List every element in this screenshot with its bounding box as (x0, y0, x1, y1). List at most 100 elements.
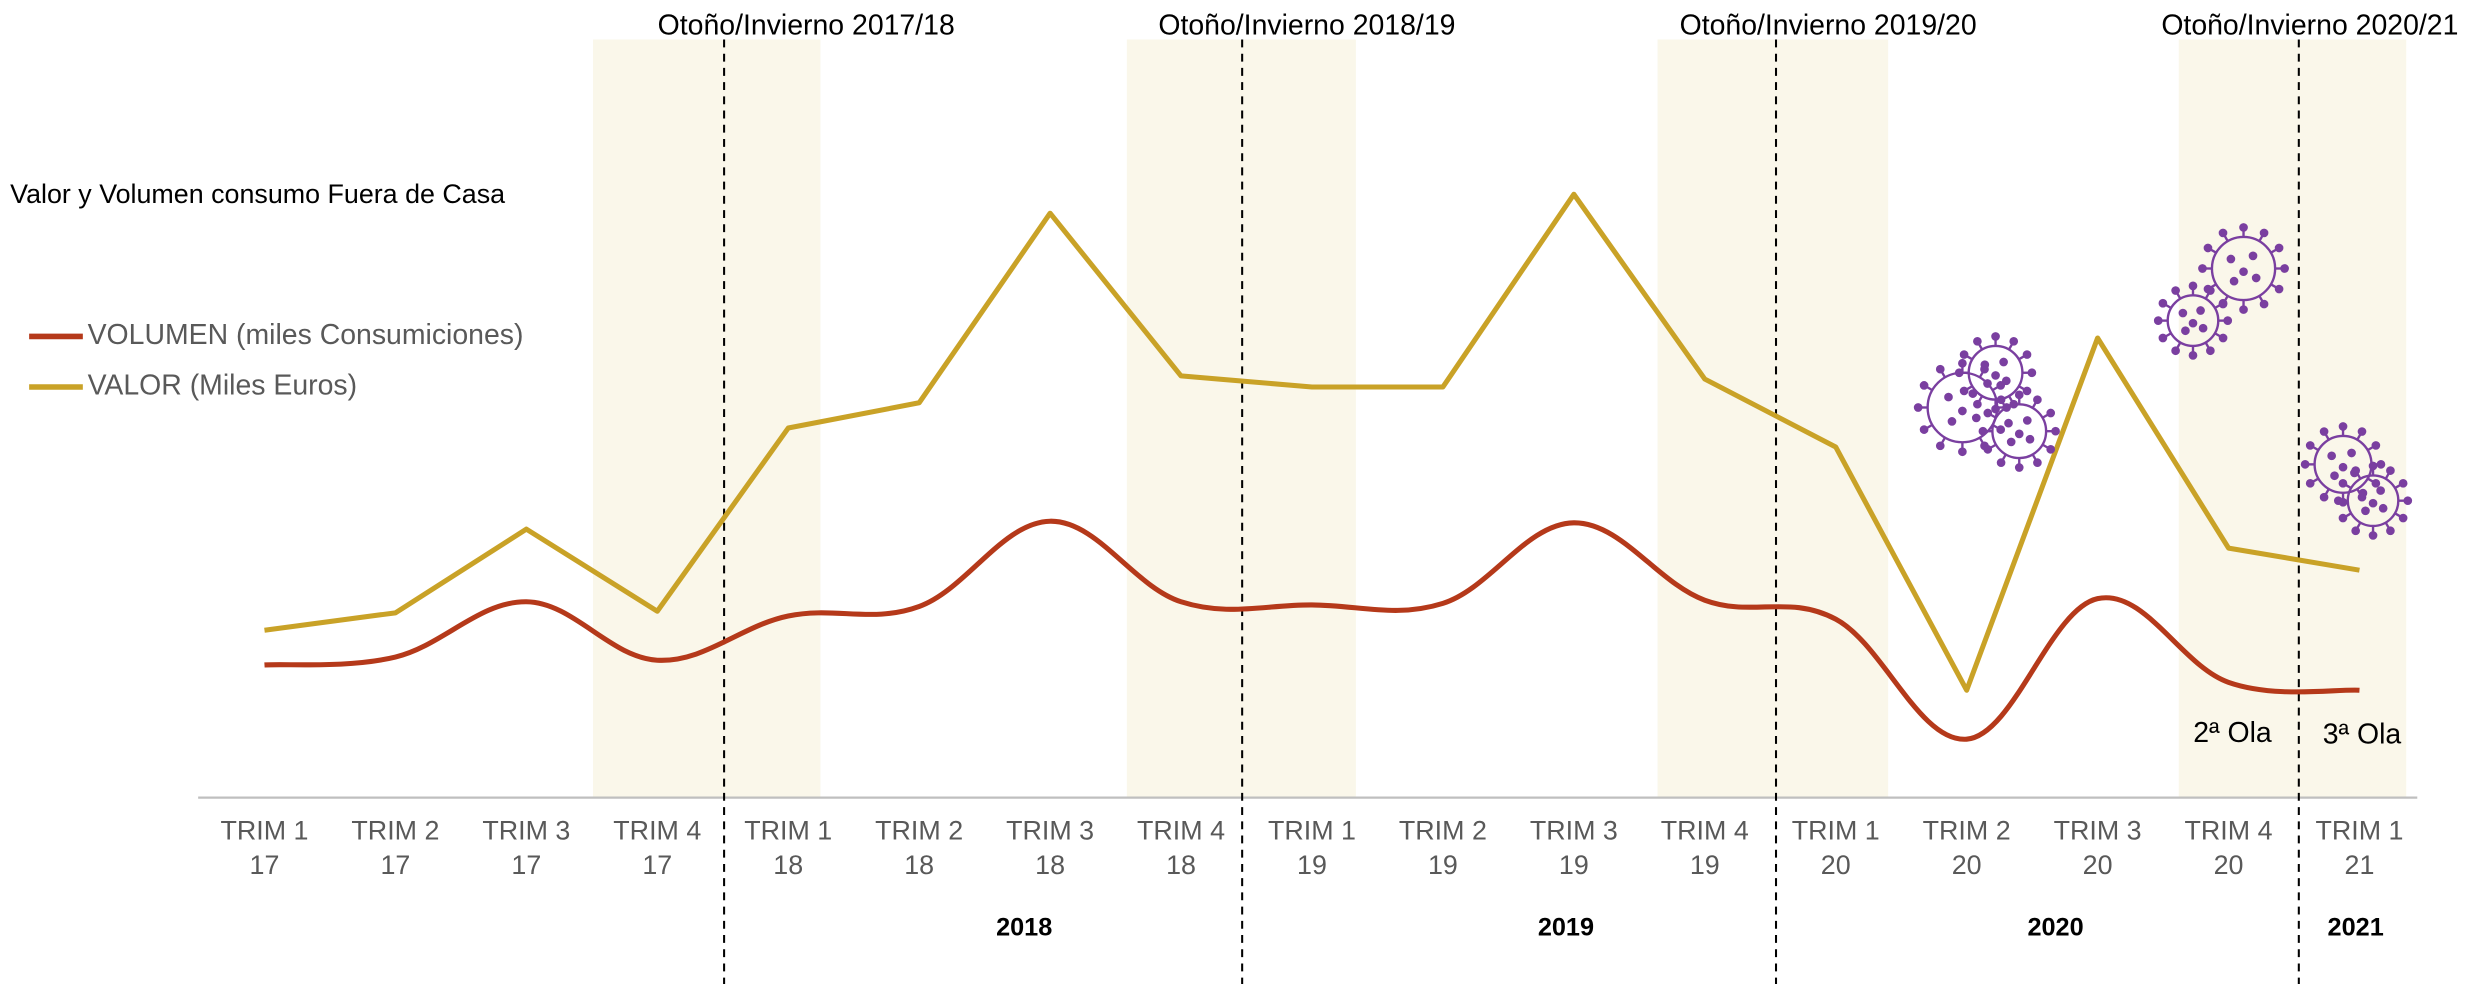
x-tick-label: 20 (2214, 850, 2244, 880)
virus-spike-tip (2203, 243, 2213, 253)
virus-spike-tip (2398, 478, 2408, 488)
virus-spike-tip (1935, 441, 1945, 451)
legend-label: VALOR (Miles Euros) (88, 369, 358, 401)
virus-spike-tip (2051, 426, 2060, 436)
x-tick-label: TRIM 1 (2315, 815, 2403, 845)
virus-spike-tip (2280, 264, 2289, 273)
virus-spike-tip (2371, 478, 2381, 488)
virus-spike-tip (2158, 333, 2168, 343)
virus-spike-tip (2357, 427, 2367, 436)
virus-spike-tip (2333, 496, 2343, 506)
virus-spike-tip (1996, 458, 2006, 467)
virus-spike-tip (1983, 408, 1993, 418)
year-label: 2020 (2027, 913, 2083, 941)
year-label: 2018 (996, 913, 1052, 941)
x-tick-label: 19 (1297, 850, 1327, 880)
virus-spike-tip (2239, 223, 2248, 232)
annotation: 3ª Ola (2323, 719, 2402, 751)
virus-dot (2378, 503, 2388, 513)
x-tick-label: TRIM 4 (1661, 815, 1749, 845)
virus-spike-tip (2351, 466, 2361, 475)
virus-spike-tip (2009, 336, 2019, 346)
virus-dot (2022, 416, 2032, 425)
season-label: Otoño/Invierno 2020/21 (2161, 9, 2458, 41)
x-tick-label: TRIM 4 (2185, 815, 2273, 845)
virus-dot (2338, 462, 2348, 472)
x-tick-label: TRIM 1 (744, 815, 832, 845)
x-tick-label: 19 (1690, 850, 1720, 880)
annotation: 2ª Ola (2193, 717, 2272, 749)
season-label: Otoño/Invierno 2018/19 (1158, 9, 1455, 41)
virus-dot (2358, 488, 2368, 498)
virus-spike-tip (2319, 427, 2329, 436)
season-band (2178, 39, 2407, 798)
virus-spike-tip (2259, 228, 2269, 238)
virus-dot (2361, 506, 2370, 516)
virus-dot (2025, 434, 2035, 444)
x-tick-label: 19 (1559, 850, 1589, 880)
virus-spike-tip (2206, 286, 2215, 295)
virus-spike-tip (2188, 281, 2198, 291)
virus-dot (2006, 437, 2016, 447)
virus-spike-tip (2319, 492, 2329, 502)
virus-spike-tip (2223, 316, 2233, 325)
virus-dot (2014, 429, 2024, 439)
virus-dot (1991, 371, 2000, 380)
virus-spike-tip (2218, 228, 2228, 238)
x-tick-label: TRIM 2 (351, 815, 439, 845)
virus-spike-tip (2403, 496, 2413, 506)
x-tick-label: TRIM 3 (1530, 815, 1618, 845)
virus-spike-tip (2046, 408, 2056, 418)
virus-spike-tip (2027, 368, 2037, 378)
virus-spike-tip (2033, 458, 2042, 467)
x-tick-label: 20 (2083, 850, 2113, 880)
virus-spike-tip (2368, 531, 2378, 540)
x-tick-label: TRIM 3 (1006, 815, 1094, 845)
virus-spike-tip (2274, 243, 2284, 253)
virus-dot (1980, 360, 1990, 370)
virus-dot (2248, 251, 2258, 261)
x-tick-label: TRIM 4 (613, 815, 701, 845)
virus-spike-tip (2014, 390, 2024, 400)
virus-spike-tip (2206, 346, 2215, 356)
season-label: Otoño/Invierno 2017/18 (658, 9, 955, 41)
x-tick-label: 19 (1428, 850, 1458, 880)
virus-spike-tip (2305, 441, 2315, 450)
x-tick-label: TRIM 1 (1792, 815, 1880, 845)
legend-label: VOLUMEN (miles Consumiciones) (88, 319, 524, 351)
virus-spike-tip (1978, 426, 1988, 436)
virus-dot (2196, 306, 2205, 315)
virus-spike-tip (2259, 299, 2269, 309)
virus-spike-tip (1973, 399, 1982, 409)
x-tick-label: 18 (1166, 850, 1196, 880)
virus-spike-tip (1935, 364, 1945, 374)
virus-icon (2153, 281, 2233, 360)
virus-dot (1958, 406, 1967, 416)
virus-dot (2330, 471, 2339, 481)
x-tick-label: 18 (1035, 850, 1065, 880)
virus-spike-tip (2368, 461, 2378, 471)
virus-icon (2333, 461, 2413, 540)
virus-spike-tip (2371, 441, 2381, 450)
virus-spike-tip (2300, 460, 2310, 469)
x-tick-label: TRIM 1 (220, 815, 308, 845)
x-tick-label: TRIM 1 (1268, 815, 1356, 845)
virus-spike-tip (1991, 404, 2000, 414)
virus-spike-tip (1919, 381, 1929, 390)
x-tick-label: TRIM 4 (1137, 815, 1225, 845)
virus-spike-tip (1996, 425, 2006, 434)
virus-dot (1968, 389, 1978, 398)
virus-spike-tip (1983, 445, 1993, 454)
virus-spike-tip (2239, 305, 2248, 314)
virus-dot (2178, 308, 2188, 318)
x-tick-label: TRIM 3 (2054, 815, 2142, 845)
virus-spike-tip (2014, 463, 2024, 472)
virus-spike-tip (2033, 395, 2042, 405)
virus-spike-tip (2218, 333, 2228, 343)
virus-dot (2376, 486, 2385, 495)
season-label: Otoño/Invierno 2019/20 (1680, 9, 1977, 41)
virus-spike-tip (2158, 298, 2168, 308)
virus-dot (2239, 267, 2248, 277)
virus-spike-tip (1919, 425, 1929, 434)
